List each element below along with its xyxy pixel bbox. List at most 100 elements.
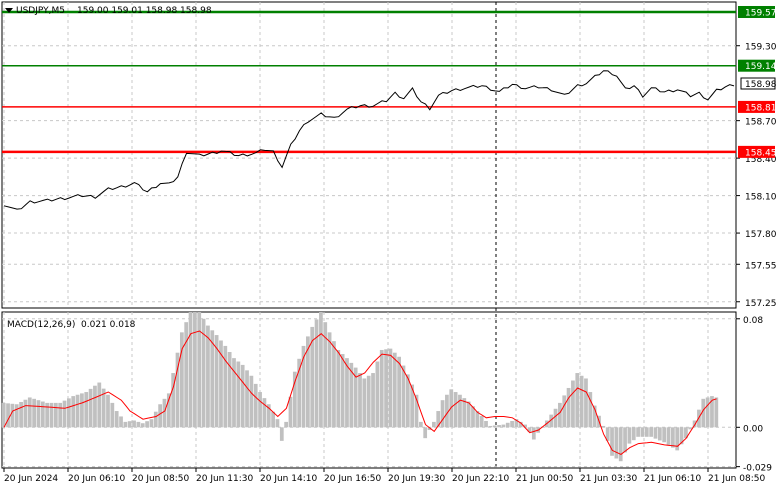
macd-histogram-bar [271, 411, 275, 428]
macd-values: 0.021 0.018 [81, 320, 136, 330]
macd-histogram-bar [140, 423, 145, 428]
macd-histogram-bar [566, 387, 571, 428]
macd-pane: MACD(12,26,9) 0.021 0.018 [1, 311, 737, 469]
macd-histogram-bar [505, 422, 510, 428]
macd-histogram-bar [288, 396, 293, 428]
time-axis-label: 20 Jun 08:50 [132, 474, 189, 484]
macd-histogram-bar [640, 427, 645, 437]
macd-histogram-bar [610, 427, 614, 456]
macd-histogram-bar [266, 404, 271, 428]
macd-histogram-bar [262, 398, 267, 428]
macd-histogram-bar [392, 352, 397, 428]
macd-histogram-bar [584, 378, 588, 428]
current-price-label: 158.98 [745, 80, 777, 90]
macd-histogram-bar [188, 312, 193, 428]
macd-histogram-bar [358, 373, 362, 428]
macd-histogram-bar [423, 427, 428, 439]
macd-axis-label: 0.00 [743, 424, 763, 434]
macd-histogram-bar [71, 396, 76, 428]
macd-histogram-bar [414, 394, 419, 428]
macd-histogram-bar [114, 411, 119, 428]
time-axis-label: 20 Jun 06:10 [68, 474, 125, 484]
macd-histogram-bar [636, 427, 640, 437]
price-level-label: 159.57 [745, 8, 777, 18]
macd-histogram-bar [249, 375, 254, 428]
macd-histogram-bar [558, 402, 562, 428]
macd-histogram-bar [379, 349, 384, 428]
macd-histogram-bar [62, 400, 67, 428]
macd-histogram-bar [310, 326, 315, 428]
chart-header: USDJPY,M5 159.00 159.01 158.98 158.98 [5, 6, 212, 16]
macd-histogram-bar [501, 424, 506, 428]
price-axis-label: 158.40 [745, 155, 777, 165]
macd-histogram-bar [605, 427, 610, 441]
collapse-triangle-icon[interactable] [5, 8, 13, 13]
macd-histogram-bar [127, 421, 132, 428]
price-axis-level-labels: 159.57 159.14 158.81 158.45 [738, 5, 777, 158]
macd-histogram-bar [19, 401, 23, 428]
macd-histogram-bar [649, 427, 654, 437]
price-level-box-support [738, 145, 775, 158]
macd-histogram-bar [53, 402, 58, 428]
macd-histogram-bar [40, 401, 45, 428]
macd-histogram-bar [232, 358, 236, 428]
price-axis-label: 158.70 [745, 118, 777, 128]
macd-histogram-bar [362, 378, 367, 428]
macd-histogram-bar [475, 411, 480, 428]
macd-histogram-bar [631, 427, 636, 441]
macd-histogram-bar [592, 405, 597, 428]
price-level-label: 159.14 [745, 62, 777, 72]
macd-histogram-bar [1, 402, 6, 428]
macd-histogram-bar [253, 383, 258, 428]
price-grid [2, 2, 736, 308]
macd-axis[interactable]: 0.08 0.00 -0.029 [736, 316, 772, 474]
macd-histogram-bar [523, 424, 528, 428]
current-price-box [740, 77, 776, 90]
macd-histogram-bar [184, 322, 189, 428]
symbol-label: USDJPY,M5 [16, 6, 65, 16]
time-axis[interactable]: 20 Jun 2024 20 Jun 06:10 20 Jun 08:50 20 Ju… [2, 467, 765, 484]
macd-histogram-bar [440, 400, 445, 428]
macd-histogram-bar [345, 358, 349, 428]
macd-histogram-bar [149, 419, 154, 428]
macd-histogram-bar [371, 373, 375, 428]
macd-histogram-bar [514, 419, 519, 428]
price-line [3, 70, 735, 210]
macd-histogram-bar [571, 380, 575, 428]
time-axis-label: 20 Jun 11:30 [196, 474, 253, 484]
macd-histogram-bar [492, 425, 497, 428]
price-axis-label: 158.10 [745, 193, 777, 203]
macd-histogram-bar [58, 402, 63, 428]
macd-histogram-bar [579, 375, 584, 428]
macd-histogram-bar [45, 402, 50, 428]
macd-histogram-bar [679, 427, 684, 445]
macd-histogram-bar [336, 349, 341, 428]
macd-histogram-bar [623, 427, 627, 453]
macd-histogram-bar [401, 365, 406, 428]
macd-histogram-bar [479, 416, 484, 428]
macd-histogram-bar [93, 385, 97, 428]
macd-histogram-bar [36, 400, 41, 428]
price-level-label: 158.45 [745, 148, 777, 158]
macd-histogram-bar [197, 312, 202, 428]
macd-histogram-bar [701, 398, 706, 428]
time-axis-label: 20 Jun 2024 [4, 474, 58, 484]
price-axis-label: 157.25 [745, 299, 777, 309]
macd-histogram-bar [410, 384, 415, 428]
macd-histogram-bar [714, 397, 719, 428]
macd-histogram-bar [349, 362, 354, 428]
macd-histogram-bar [297, 358, 302, 428]
macd-histogram-bar [106, 394, 110, 428]
macd-histogram-bar [614, 427, 619, 459]
price-level-box-resistance [738, 59, 775, 72]
macd-histogram-bar [588, 392, 593, 428]
macd-histogram-bar [549, 414, 554, 428]
macd-histogram-bar [466, 401, 471, 428]
macd-histogram-bar [627, 427, 632, 444]
price-axis[interactable]: 159.30 158.70 158.40 158.10 157.80 157.55 157.… [736, 5, 777, 309]
macd-histogram-bar [340, 354, 345, 428]
macd-histogram-bar [119, 416, 123, 428]
macd-histogram-bar [458, 394, 462, 428]
macd-histogram-bar [227, 352, 232, 428]
